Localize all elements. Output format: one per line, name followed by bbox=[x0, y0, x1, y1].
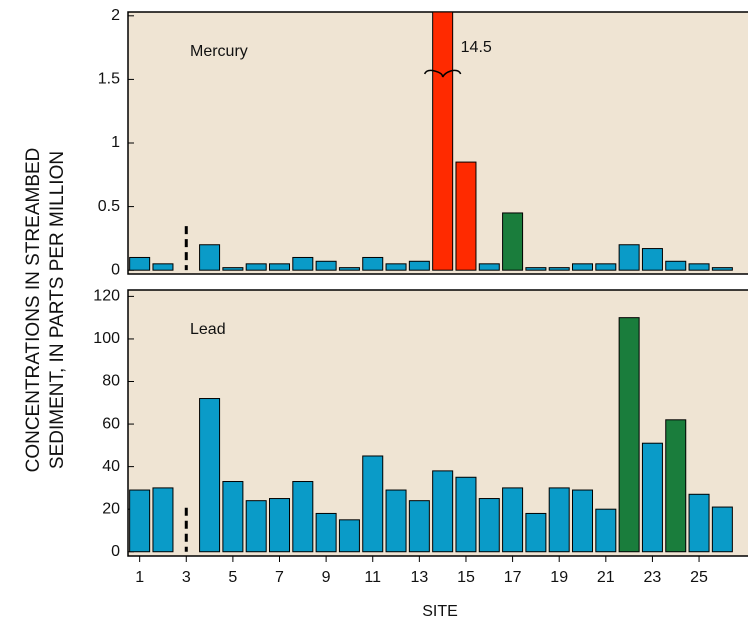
bar bbox=[688, 493, 710, 553]
value-label: 14.5 bbox=[461, 39, 492, 56]
bar bbox=[362, 455, 384, 553]
bar bbox=[152, 487, 174, 553]
bar bbox=[618, 317, 640, 553]
y-tick-label: 80 bbox=[102, 373, 120, 390]
bar bbox=[245, 263, 267, 271]
x-tick-label: 3 bbox=[182, 569, 191, 586]
y-tick-label: 60 bbox=[102, 415, 120, 432]
x-tick-label: 19 bbox=[550, 569, 568, 586]
bar bbox=[618, 244, 640, 271]
bar bbox=[199, 398, 221, 553]
x-tick-label: 1 bbox=[135, 569, 144, 586]
x-axis-label: SITE bbox=[422, 603, 458, 620]
bar bbox=[595, 508, 617, 553]
bar bbox=[199, 244, 221, 271]
y-tick-label: 1 bbox=[111, 134, 120, 151]
bar bbox=[222, 267, 244, 271]
bar bbox=[338, 267, 360, 271]
bar bbox=[641, 248, 663, 271]
x-tick-label: 13 bbox=[410, 569, 428, 586]
bar bbox=[385, 263, 407, 271]
bar bbox=[245, 500, 267, 553]
x-tick-label: 9 bbox=[322, 569, 331, 586]
bar bbox=[385, 489, 407, 553]
y-axis-label: CONCENTRATIONS IN STREAMBED bbox=[23, 148, 44, 473]
bar bbox=[408, 500, 430, 553]
y-tick-label: 0.5 bbox=[98, 198, 120, 215]
panel-title: Mercury bbox=[190, 43, 248, 60]
bar bbox=[455, 476, 477, 553]
bar bbox=[711, 267, 733, 271]
x-tick-label: 15 bbox=[457, 569, 475, 586]
y-tick-label: 2 bbox=[111, 7, 120, 24]
bar bbox=[362, 256, 384, 271]
bar bbox=[525, 267, 547, 271]
y-tick-label: 0 bbox=[111, 543, 120, 560]
bar bbox=[688, 263, 710, 271]
panel-title: Lead bbox=[190, 321, 226, 338]
bar bbox=[129, 256, 151, 271]
bar bbox=[502, 212, 524, 271]
y-tick-label: 40 bbox=[102, 458, 120, 475]
bar bbox=[292, 256, 314, 271]
x-tick-label: 23 bbox=[644, 569, 662, 586]
y-tick-label: 0 bbox=[111, 261, 120, 278]
y-tick-label: 100 bbox=[93, 330, 120, 347]
y-axis-label: SEDIMENT, IN PARTS PER MILLION bbox=[47, 151, 68, 469]
bar bbox=[572, 263, 594, 271]
bar bbox=[315, 260, 337, 271]
bar bbox=[152, 263, 174, 271]
x-tick-label: 5 bbox=[228, 569, 237, 586]
bar bbox=[455, 161, 477, 271]
bar bbox=[548, 487, 570, 553]
bar bbox=[665, 260, 687, 271]
bar bbox=[432, 470, 454, 553]
bar bbox=[711, 506, 733, 553]
bar bbox=[572, 489, 594, 553]
bar bbox=[269, 498, 291, 553]
bar bbox=[525, 512, 547, 553]
y-tick-label: 20 bbox=[102, 500, 120, 517]
bar bbox=[478, 498, 500, 553]
bar bbox=[292, 481, 314, 553]
x-tick-label: 7 bbox=[275, 569, 284, 586]
x-tick-label: 17 bbox=[504, 569, 522, 586]
bar bbox=[478, 263, 500, 271]
x-tick-label: 21 bbox=[597, 569, 615, 586]
bar bbox=[408, 260, 430, 271]
bar bbox=[548, 267, 570, 271]
bar bbox=[502, 487, 524, 553]
y-tick-label: 1.5 bbox=[98, 71, 120, 88]
bar bbox=[432, 11, 454, 271]
bar bbox=[338, 519, 360, 553]
x-tick-label: 11 bbox=[364, 569, 381, 586]
bar bbox=[315, 512, 337, 553]
y-tick-label: 120 bbox=[93, 288, 120, 305]
bar bbox=[269, 263, 291, 271]
x-tick-label: 25 bbox=[690, 569, 708, 586]
axis-break bbox=[423, 69, 462, 78]
bar bbox=[641, 442, 663, 553]
bar bbox=[222, 481, 244, 553]
bar bbox=[129, 489, 151, 553]
bar bbox=[665, 419, 687, 553]
bar bbox=[595, 263, 617, 271]
